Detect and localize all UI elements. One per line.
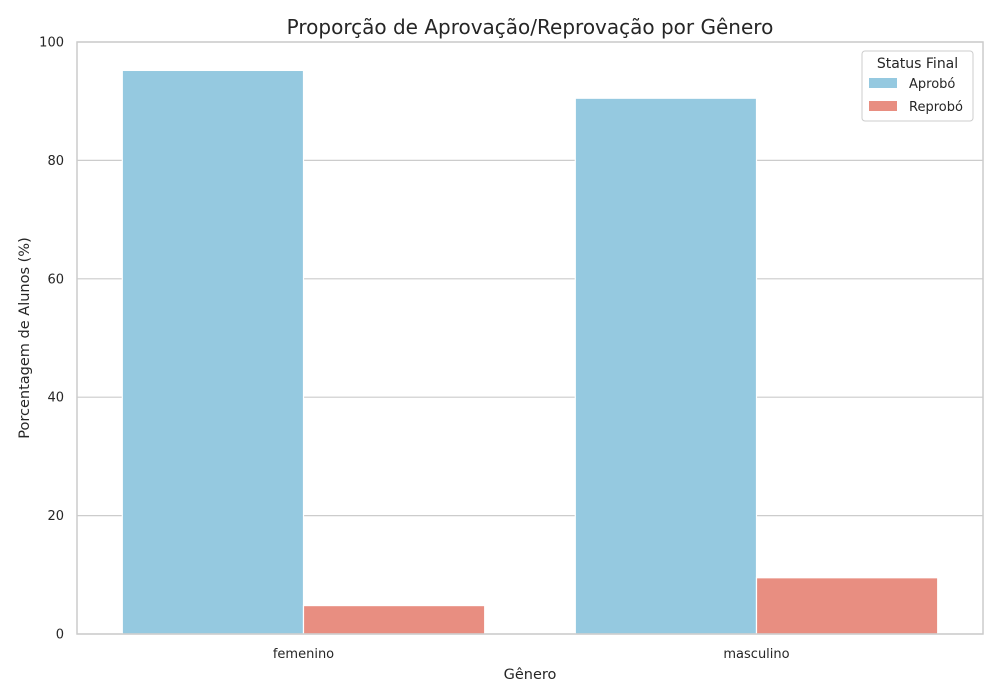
y-tick-label: 40 [47, 391, 64, 406]
y-tick-label: 20 [47, 509, 64, 524]
legend-label-aprobo: Aprobó [909, 77, 955, 92]
bar-aprobo-masculino [574, 97, 758, 635]
chart-title: Proporção de Aprovação/Reprovação por Gê… [287, 15, 774, 39]
legend-swatch-aprobo [869, 78, 897, 88]
y-tick-label: 60 [47, 272, 64, 287]
bars [121, 69, 939, 635]
bar-aprobo-femenino [121, 69, 305, 635]
x-axis-ticks: femenino masculino [273, 647, 790, 662]
x-tick-label: femenino [273, 647, 334, 662]
y-tick-label: 80 [47, 154, 64, 169]
legend-title: Status Final [877, 56, 958, 72]
x-tick-label: masculino [723, 647, 789, 662]
y-axis-ticks: 0 20 40 60 80 100 [39, 36, 64, 643]
legend-label-reprobo: Reprobó [909, 100, 963, 115]
bar-reprobo-femenino [302, 604, 486, 635]
y-axis-label: Porcentagem de Alunos (%) [17, 237, 33, 438]
y-tick-label: 100 [39, 36, 64, 51]
legend: Status Final Aprobó Reprobó [861, 50, 974, 122]
bar-reprobo-masculino [755, 577, 939, 635]
plot-frame [76, 41, 984, 635]
legend-swatch-reprobo [869, 101, 897, 111]
x-axis-label: Gênero [504, 667, 557, 683]
y-tick-label: 0 [56, 628, 64, 643]
